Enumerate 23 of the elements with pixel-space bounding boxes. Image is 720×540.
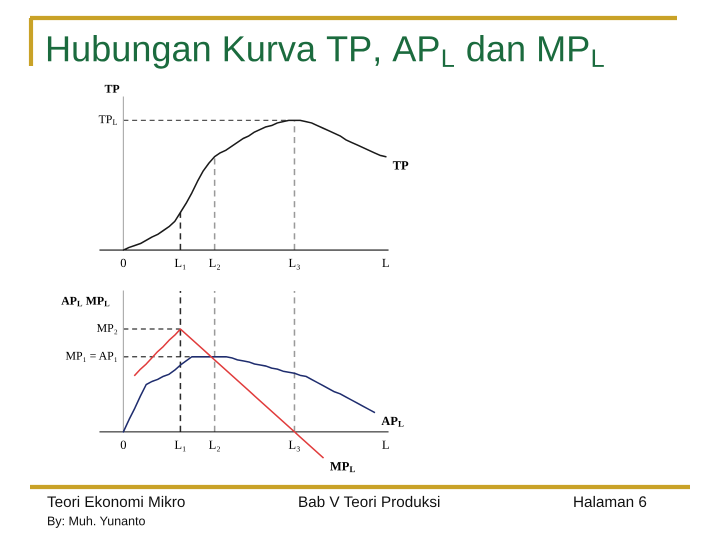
x-tick-label: 0 [120, 258, 126, 268]
x-tick-label: L₃ [288, 258, 300, 270]
ref-line-label: MP₁ = AP₁ [66, 352, 118, 362]
series-label: MP$_{L}$ [330, 462, 355, 472]
series-label: AP$_{L}$ [381, 416, 404, 427]
text: Bab V Teori Produksi [299, 496, 440, 508]
text: Teori Ekonomi Mikro [47, 496, 185, 508]
y-axis-title: TP [104, 84, 120, 93]
ref-line-label: TP$_{L}$ [98, 115, 118, 125]
x-tick-label: L₁ [174, 258, 186, 270]
x-tick-label: L [382, 440, 389, 449]
y-axis-title: AP$_{L}$ MP$_{L}$ [61, 296, 110, 306]
text: Halaman 6 [574, 496, 646, 508]
x-tick-label: L₁ [174, 440, 186, 452]
chart-title: Hubungan Kurva TP, AP$_{L}$ dan MP$_{L}$ [48, 35, 604, 69]
series-label: TP [392, 161, 408, 170]
x-tick-label: L [382, 258, 389, 268]
x-tick-label: L₃ [288, 440, 300, 452]
text: By: Muh. Yunanto [48, 516, 145, 528]
ref-line-label: MP₂ [96, 324, 118, 334]
x-tick-label: 0 [120, 440, 126, 449]
x-tick-label: L₂ [208, 258, 220, 270]
x-tick-label: L₂ [208, 440, 220, 452]
